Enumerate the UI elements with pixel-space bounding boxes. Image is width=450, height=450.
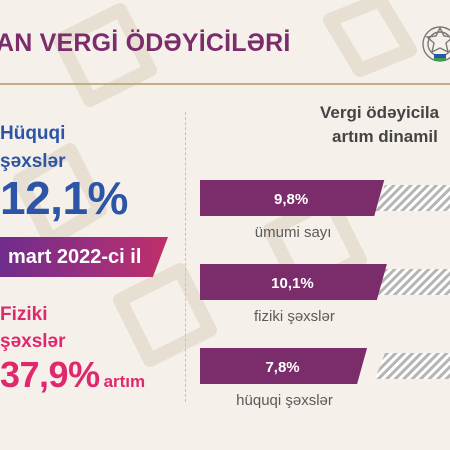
physical-persons-label: Fiziki şəxslər (0, 301, 66, 355)
legal-entities-label: Hüquqi şəxslər (0, 120, 66, 176)
date-banner: mart 2022-ci il (0, 237, 168, 277)
bar-remainder (375, 269, 450, 295)
physical-value-number: 37,9% (0, 354, 100, 395)
bar-category-label: ümumi sayı (255, 224, 332, 241)
header-divider (0, 83, 450, 85)
physical-persons-value: 37,9% artım (0, 353, 145, 404)
bar-remainder (375, 353, 450, 379)
legal-entities-value: 12,1% (0, 172, 128, 224)
legal-label-line2: şəxslər (0, 151, 66, 172)
bar (200, 348, 368, 384)
header: AN VERGİ ÖDƏYİCİLƏRİ (0, 0, 450, 85)
physical-label-line1: Fiziki (0, 304, 48, 325)
chart-title: Vergi ödəyicila artım dinamil (320, 101, 450, 149)
physical-label-line2: şəxslər (0, 331, 66, 352)
physical-value-suffix: artım (103, 372, 146, 391)
bar (200, 180, 385, 216)
bar (200, 264, 387, 300)
bar-remainder (375, 185, 450, 211)
legal-label-line1: Hüquqi (0, 123, 66, 144)
date-banner-text: mart 2022-ci il (8, 246, 142, 268)
header-title: AN VERGİ ÖDƏYİCİLƏRİ (0, 29, 291, 57)
state-emblem-icon (422, 26, 450, 62)
bar-value-label: 9,8% (274, 191, 308, 208)
bar-value-label: 7,8% (265, 359, 299, 376)
chart-title-line1: Vergi ödəyicila (320, 103, 440, 122)
bar-category-label: hüquqi şəxslər (236, 392, 333, 409)
bar-value-label: 10,1% (271, 275, 314, 292)
chart-title-line2: artım dinamil (332, 127, 438, 146)
vertical-divider (185, 112, 186, 402)
bar-category-label: fiziki şəxslər (254, 308, 335, 325)
